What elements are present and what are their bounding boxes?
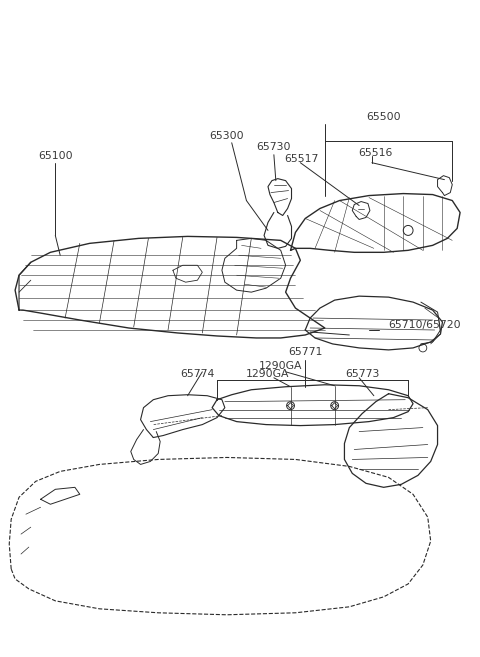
Text: 65730: 65730 <box>257 142 291 152</box>
Text: 65773: 65773 <box>345 369 379 379</box>
Text: 65516: 65516 <box>359 148 393 158</box>
Text: 1290GA: 1290GA <box>259 361 302 371</box>
Text: 65710/65720: 65710/65720 <box>388 320 461 330</box>
Text: 65774: 65774 <box>180 369 215 379</box>
Text: 65100: 65100 <box>38 150 72 161</box>
Text: 65500: 65500 <box>366 112 401 122</box>
Text: 65300: 65300 <box>209 131 244 141</box>
Text: 1290GA: 1290GA <box>246 369 290 379</box>
Text: 65517: 65517 <box>284 154 319 164</box>
Text: 65771: 65771 <box>288 347 323 357</box>
